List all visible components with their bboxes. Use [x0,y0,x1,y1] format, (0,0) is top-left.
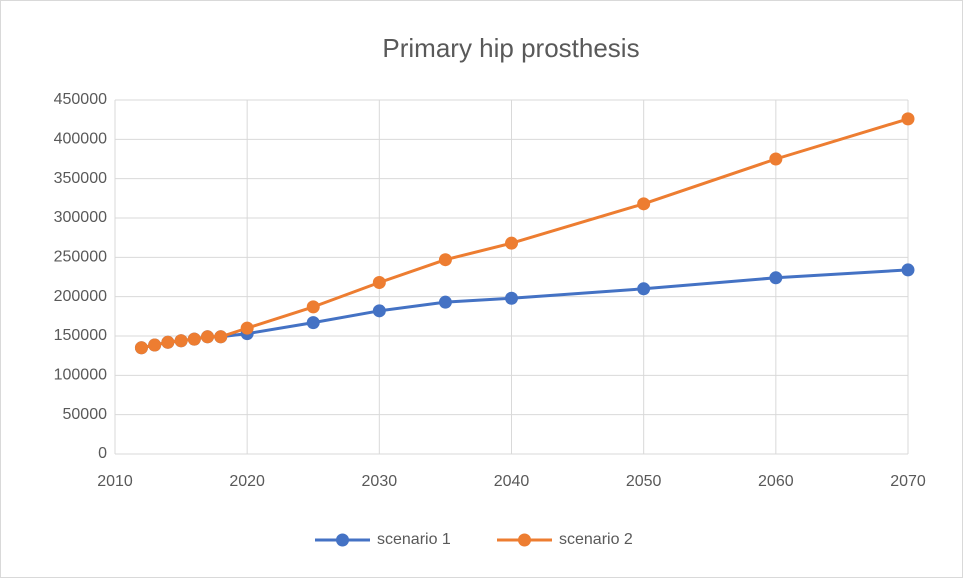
x-tick-label: 2050 [626,473,662,490]
y-tick-label: 150000 [54,327,107,344]
point [769,152,783,166]
point [372,276,386,290]
point [148,338,162,352]
legend-marker [336,533,349,547]
point [201,330,215,344]
legend-marker [518,533,531,547]
point [161,335,175,349]
point [187,332,201,346]
y-tick-label: 100000 [54,367,107,384]
x-tick-label: 2070 [890,473,926,490]
point [505,236,518,250]
point [438,295,452,309]
x-tick-label: 2020 [229,473,265,490]
y-tick-label: 200000 [54,288,107,305]
point [637,197,651,211]
point [174,334,188,348]
point [214,330,228,344]
legend-label: scenario 1 [377,531,451,548]
point [901,112,915,126]
x-tick-label: 2030 [362,473,398,490]
y-tick-label: 400000 [54,131,107,148]
y-tick-label: 0 [98,445,107,462]
x-tick-label: 2040 [494,473,530,490]
point [306,300,320,314]
x-tick-label: 2010 [97,473,133,490]
point [240,321,254,335]
y-tick-label: 300000 [54,209,107,226]
point [134,341,148,355]
legend-label: scenario 2 [559,531,633,548]
y-tick-label: 350000 [54,170,107,187]
point [306,316,320,330]
y-tick-label: 50000 [63,406,108,423]
y-tick-label: 250000 [54,249,107,266]
chart-title: Primary hip prosthesis [382,33,639,63]
point [901,263,915,277]
point [769,271,783,285]
x-tick-label: 2060 [758,473,794,490]
point [438,253,452,267]
y-tick-label: 450000 [54,91,107,108]
point [505,291,518,305]
point [372,304,386,318]
point [637,282,651,296]
